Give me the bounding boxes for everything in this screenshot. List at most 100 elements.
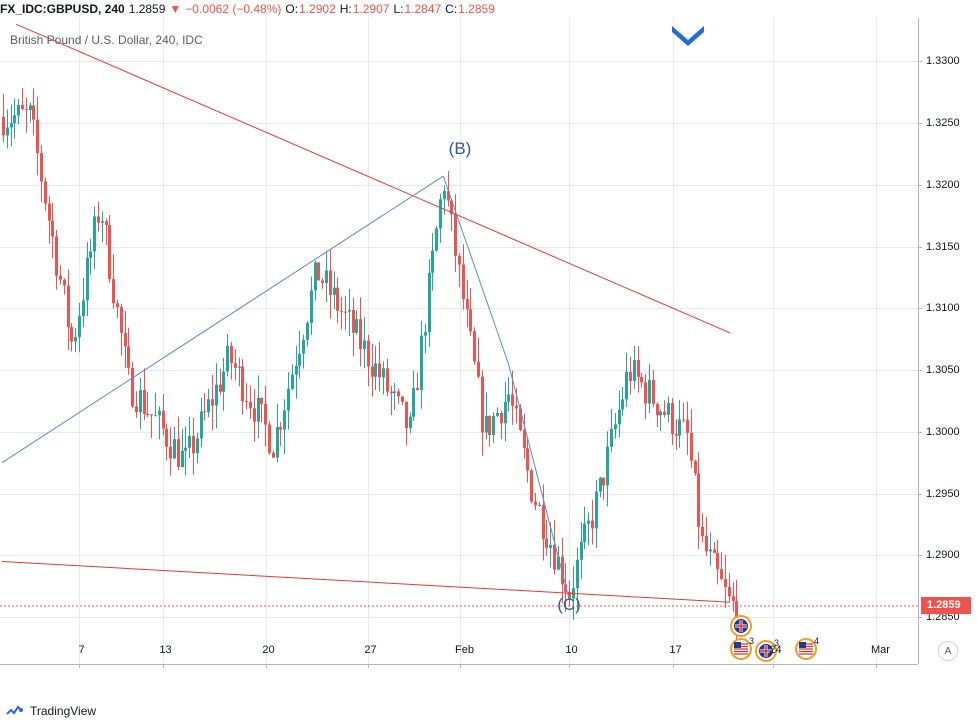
ohlc-legend: FX_IDC:GBPUSD, 240 1.2859 ▼ −0.0062 (−0.… — [0, 0, 505, 18]
candle-body — [93, 216, 96, 252]
symbol-label[interactable]: FX_IDC:GBPUSD, 240 — [0, 2, 125, 16]
candle-body — [268, 424, 271, 453]
candle-body — [131, 367, 134, 407]
brand-name: TradingView — [30, 704, 97, 718]
candle-body — [287, 388, 290, 411]
candle-body — [716, 552, 719, 570]
candle-body — [283, 410, 286, 430]
auto-scale-button[interactable]: A — [938, 641, 958, 661]
candle-body — [272, 452, 275, 458]
candle-body — [382, 368, 385, 378]
candle-body — [648, 379, 651, 404]
candle-body — [454, 213, 457, 256]
candle-body — [230, 345, 233, 364]
candle-body — [534, 501, 537, 506]
trendline-C-wave — [442, 175, 570, 599]
candle-body — [264, 403, 267, 425]
candle-body — [302, 339, 305, 354]
candle-body — [298, 353, 301, 366]
trendline-upper — [15, 23, 731, 334]
candle-body — [728, 586, 731, 597]
close-value: 1.2859 — [458, 2, 495, 16]
candle-body — [177, 439, 180, 467]
plot-area — [0, 18, 918, 664]
candle-body — [25, 109, 28, 111]
change-text: −0.0062 (−0.48%) — [185, 2, 282, 16]
event-count: 4 — [814, 636, 819, 646]
candle-body — [602, 477, 605, 486]
candle-body — [325, 270, 328, 284]
candle-body — [101, 221, 104, 223]
candle-body — [633, 359, 636, 381]
price-tick-label: 1.3050 — [926, 363, 960, 376]
candle-body — [260, 397, 263, 404]
event-count: 3 — [749, 636, 754, 646]
price-tick-label: 1.3100 — [926, 301, 960, 314]
tradingview-logo-icon — [6, 705, 23, 715]
candle-body — [146, 414, 149, 416]
us-flag-icon[interactable]: 4 — [795, 636, 819, 660]
candle-body — [694, 460, 697, 474]
candle-body — [443, 191, 446, 200]
candle-body — [671, 403, 674, 435]
candle-body — [67, 285, 70, 328]
candle-body — [253, 408, 256, 422]
uk-flag-icon[interactable] — [730, 615, 752, 637]
footer-branding[interactable]: TradingView — [6, 702, 96, 720]
candle-body — [450, 200, 453, 214]
high-value: 1.2907 — [352, 2, 390, 16]
wave-label-b[interactable]: (B) — [448, 139, 472, 158]
candle-body — [135, 406, 138, 413]
price-tick-label: 1.2950 — [926, 487, 960, 500]
candle-body — [222, 371, 225, 392]
candle-body — [348, 309, 351, 312]
candle-body — [625, 371, 628, 400]
candle-body — [116, 303, 119, 308]
candle-body — [139, 390, 142, 413]
trendline-B-wave — [1, 175, 444, 464]
candle-body — [257, 397, 260, 422]
candle-body — [2, 116, 5, 136]
event-count: 3 — [774, 638, 779, 648]
candle-body — [545, 539, 548, 548]
candle-body — [371, 366, 374, 377]
candle-body — [143, 390, 146, 415]
candle-body — [192, 436, 195, 454]
candle-body — [82, 300, 85, 317]
candle-body — [659, 411, 662, 416]
candle-body — [70, 327, 73, 342]
candle-body — [713, 549, 716, 553]
candle-body — [492, 415, 495, 436]
candle-body — [697, 473, 700, 527]
candle-body — [576, 559, 579, 589]
candle-body — [416, 388, 419, 391]
candle-body — [428, 272, 431, 333]
candle-body — [40, 153, 43, 182]
candle-body — [241, 366, 244, 402]
candle-body — [519, 408, 522, 430]
candle-body — [530, 470, 533, 502]
candle-body — [374, 363, 377, 377]
time-tick-label: 13 — [159, 644, 172, 656]
candle-body — [279, 427, 282, 430]
candle-body — [390, 391, 393, 394]
uk-flag-icon[interactable]: 3 — [755, 638, 779, 662]
candle-body — [340, 310, 343, 312]
chevron-down-icon — [672, 26, 704, 46]
candle-body — [420, 335, 423, 391]
low-value: 1.2847 — [404, 2, 442, 16]
candle-body — [108, 225, 111, 280]
candle-body — [336, 287, 339, 311]
candle-body — [112, 279, 115, 304]
candle-body — [462, 264, 465, 300]
triangle-down-icon: ▼ — [169, 2, 182, 16]
candle-body — [549, 544, 552, 548]
us-flag-icon[interactable]: 3 — [730, 636, 754, 660]
candle-body — [44, 181, 47, 204]
high-label: H: — [339, 2, 352, 16]
candle-body — [526, 448, 529, 471]
candle-body — [295, 365, 298, 375]
wave-label-c[interactable]: (C) — [557, 595, 581, 614]
open-value: 1.2902 — [299, 2, 336, 16]
